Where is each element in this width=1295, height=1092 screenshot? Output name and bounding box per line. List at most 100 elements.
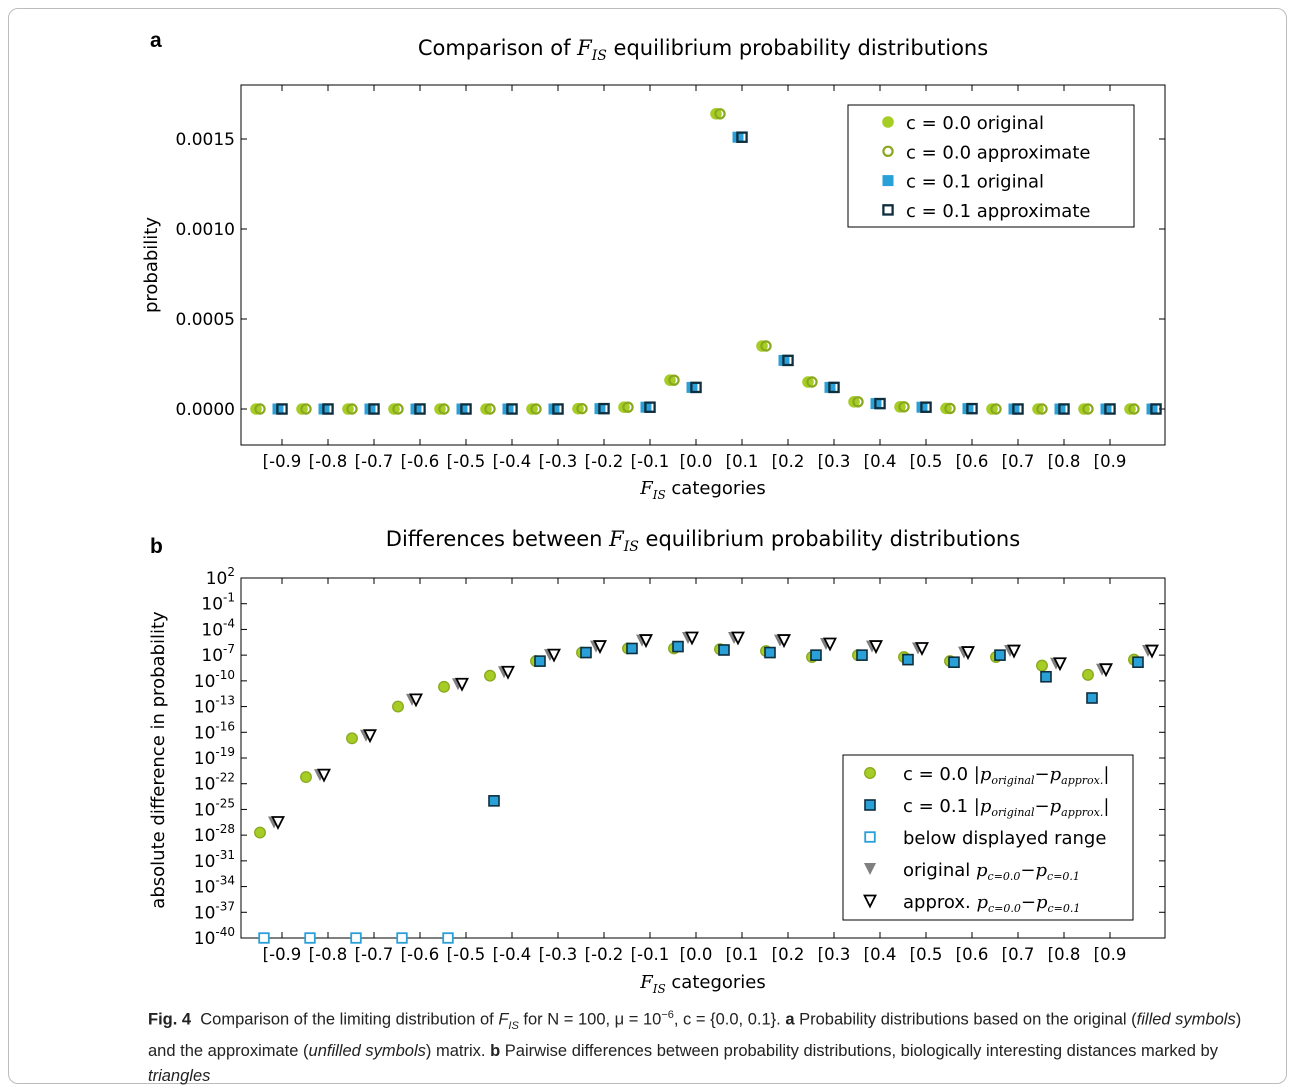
a-point [714,108,726,120]
a-point [1012,403,1024,415]
a-xtick-label: [0.1 [726,452,759,471]
b-xtick-label: [0.3 [818,945,851,964]
b-xtick-label: [-0.3 [539,945,578,964]
b-point [1145,644,1159,659]
a-legend-swatch [882,145,894,157]
b-point [1036,659,1048,672]
a-point [644,401,656,413]
b-point [300,771,312,783]
caption-a-label: a [785,1010,795,1029]
a-point [622,401,634,413]
b-xtick-label: [-0.9 [263,945,302,964]
caption-text-2: for N = 100, μ = 10 [518,1010,662,1029]
b-xtick-label: [0.9 [1094,945,1127,964]
b-xtick-label: [-0.2 [585,945,624,964]
b-ytick-label: 10-13 [194,694,235,718]
a-point [806,376,818,388]
a-point [852,396,864,408]
a-point [438,403,450,415]
panel-b-label: b [150,535,163,558]
a-xtick-label: [-0.6 [401,452,440,471]
a-legend-label: c = 0.1 approximate [906,201,1090,222]
b-point [363,729,377,744]
a-point [392,403,404,415]
b-point [915,642,929,656]
b-point [777,634,791,649]
a-point [552,403,564,415]
b-point [258,932,270,944]
b-xtick-label: [0.2 [772,945,805,964]
a-point [760,340,772,352]
b-ytick-label: 10-16 [194,719,235,743]
a-point [460,403,472,415]
b-xtick-label: [-0.5 [447,945,486,964]
a-xtick-label: [-0.3 [539,452,578,471]
b-legend-swatch [864,863,876,875]
a-point [1128,403,1140,415]
a-point [990,403,1002,415]
b-point [1053,657,1067,672]
a-point [1104,403,1116,415]
b-point [271,816,285,830]
a-point [368,403,380,415]
caption-text-5: ) and the approximate ( [148,1010,1242,1060]
b-xtick-label: [-0.8 [309,945,348,964]
a-xtick-label: [0.7 [1002,452,1035,471]
a-xtick-label: [0.8 [1048,452,1081,471]
a-legend-box [847,104,1135,228]
panel-b-xlabel: FIS categories [639,972,766,996]
b-point [317,768,331,783]
b-point [1132,656,1144,669]
b-point [1086,692,1098,704]
b-legend-swatch [863,894,877,909]
a-xtick-label: [0.9 [1094,452,1127,471]
a-point [484,403,496,415]
b-ytick-label: 10-34 [194,874,235,898]
figure-caption: Fig. 4 Comparison of the limiting distri… [148,1003,1258,1089]
panel-a-legend: c = 0.0 original c = 0.0 approximate c = 0… [847,104,1135,228]
a-point [920,401,932,413]
b-xtick-label: [0.0 [680,945,713,964]
a-point [506,403,518,415]
a-xtick-label: [0.6 [956,452,989,471]
a-point [898,401,910,413]
b-point [254,826,266,839]
a-point [322,403,334,415]
b-xtick-label: [0.8 [1048,945,1081,964]
a-xtick-label: [-0.5 [447,452,486,471]
b-point [639,634,653,649]
a-point [828,381,840,394]
b-point [1040,670,1052,683]
caption-fis-sub: IS [508,1019,519,1032]
a-point [530,403,542,415]
b-point [823,637,837,652]
panel-a-ylabel: probability [141,217,162,313]
a-point [1058,403,1070,415]
b-point [1082,668,1094,681]
b-point [346,732,358,745]
a-point [276,403,288,415]
b-point [304,932,316,944]
b-point [442,932,454,944]
b-point [1007,644,1021,659]
a-point [668,374,680,386]
a-xtick-label: [-0.1 [631,452,670,471]
panel-a-axes [240,84,1166,446]
b-legend-swatch [864,767,876,779]
b-point [869,640,883,655]
a-xtick-label: [-0.4 [493,452,532,471]
a-legend-label: c = 0.0 approximate [906,142,1090,163]
a-ytick-label: 0.0015 [176,130,235,150]
a-point [690,381,702,394]
b-ytick-label: 10-10 [194,668,235,692]
b-ytick-label: 10-40 [194,925,235,949]
b-point [593,640,607,655]
b-legend-label: below displayed range [903,828,1106,849]
a-point [300,403,312,415]
a-point [254,403,266,415]
panel-a-yticks: 0.0000 0.0005 0.0010 0.0015 [176,130,1165,420]
figure-canvas: a Comparison of FIS equilibrium probabil… [141,29,1166,996]
a-xtick-label: [-0.8 [309,452,348,471]
b-legend-swatch [864,799,876,811]
panel-b-yticks: 10210-110-410-710-1010-1310-1610-1910-22… [194,565,1165,949]
